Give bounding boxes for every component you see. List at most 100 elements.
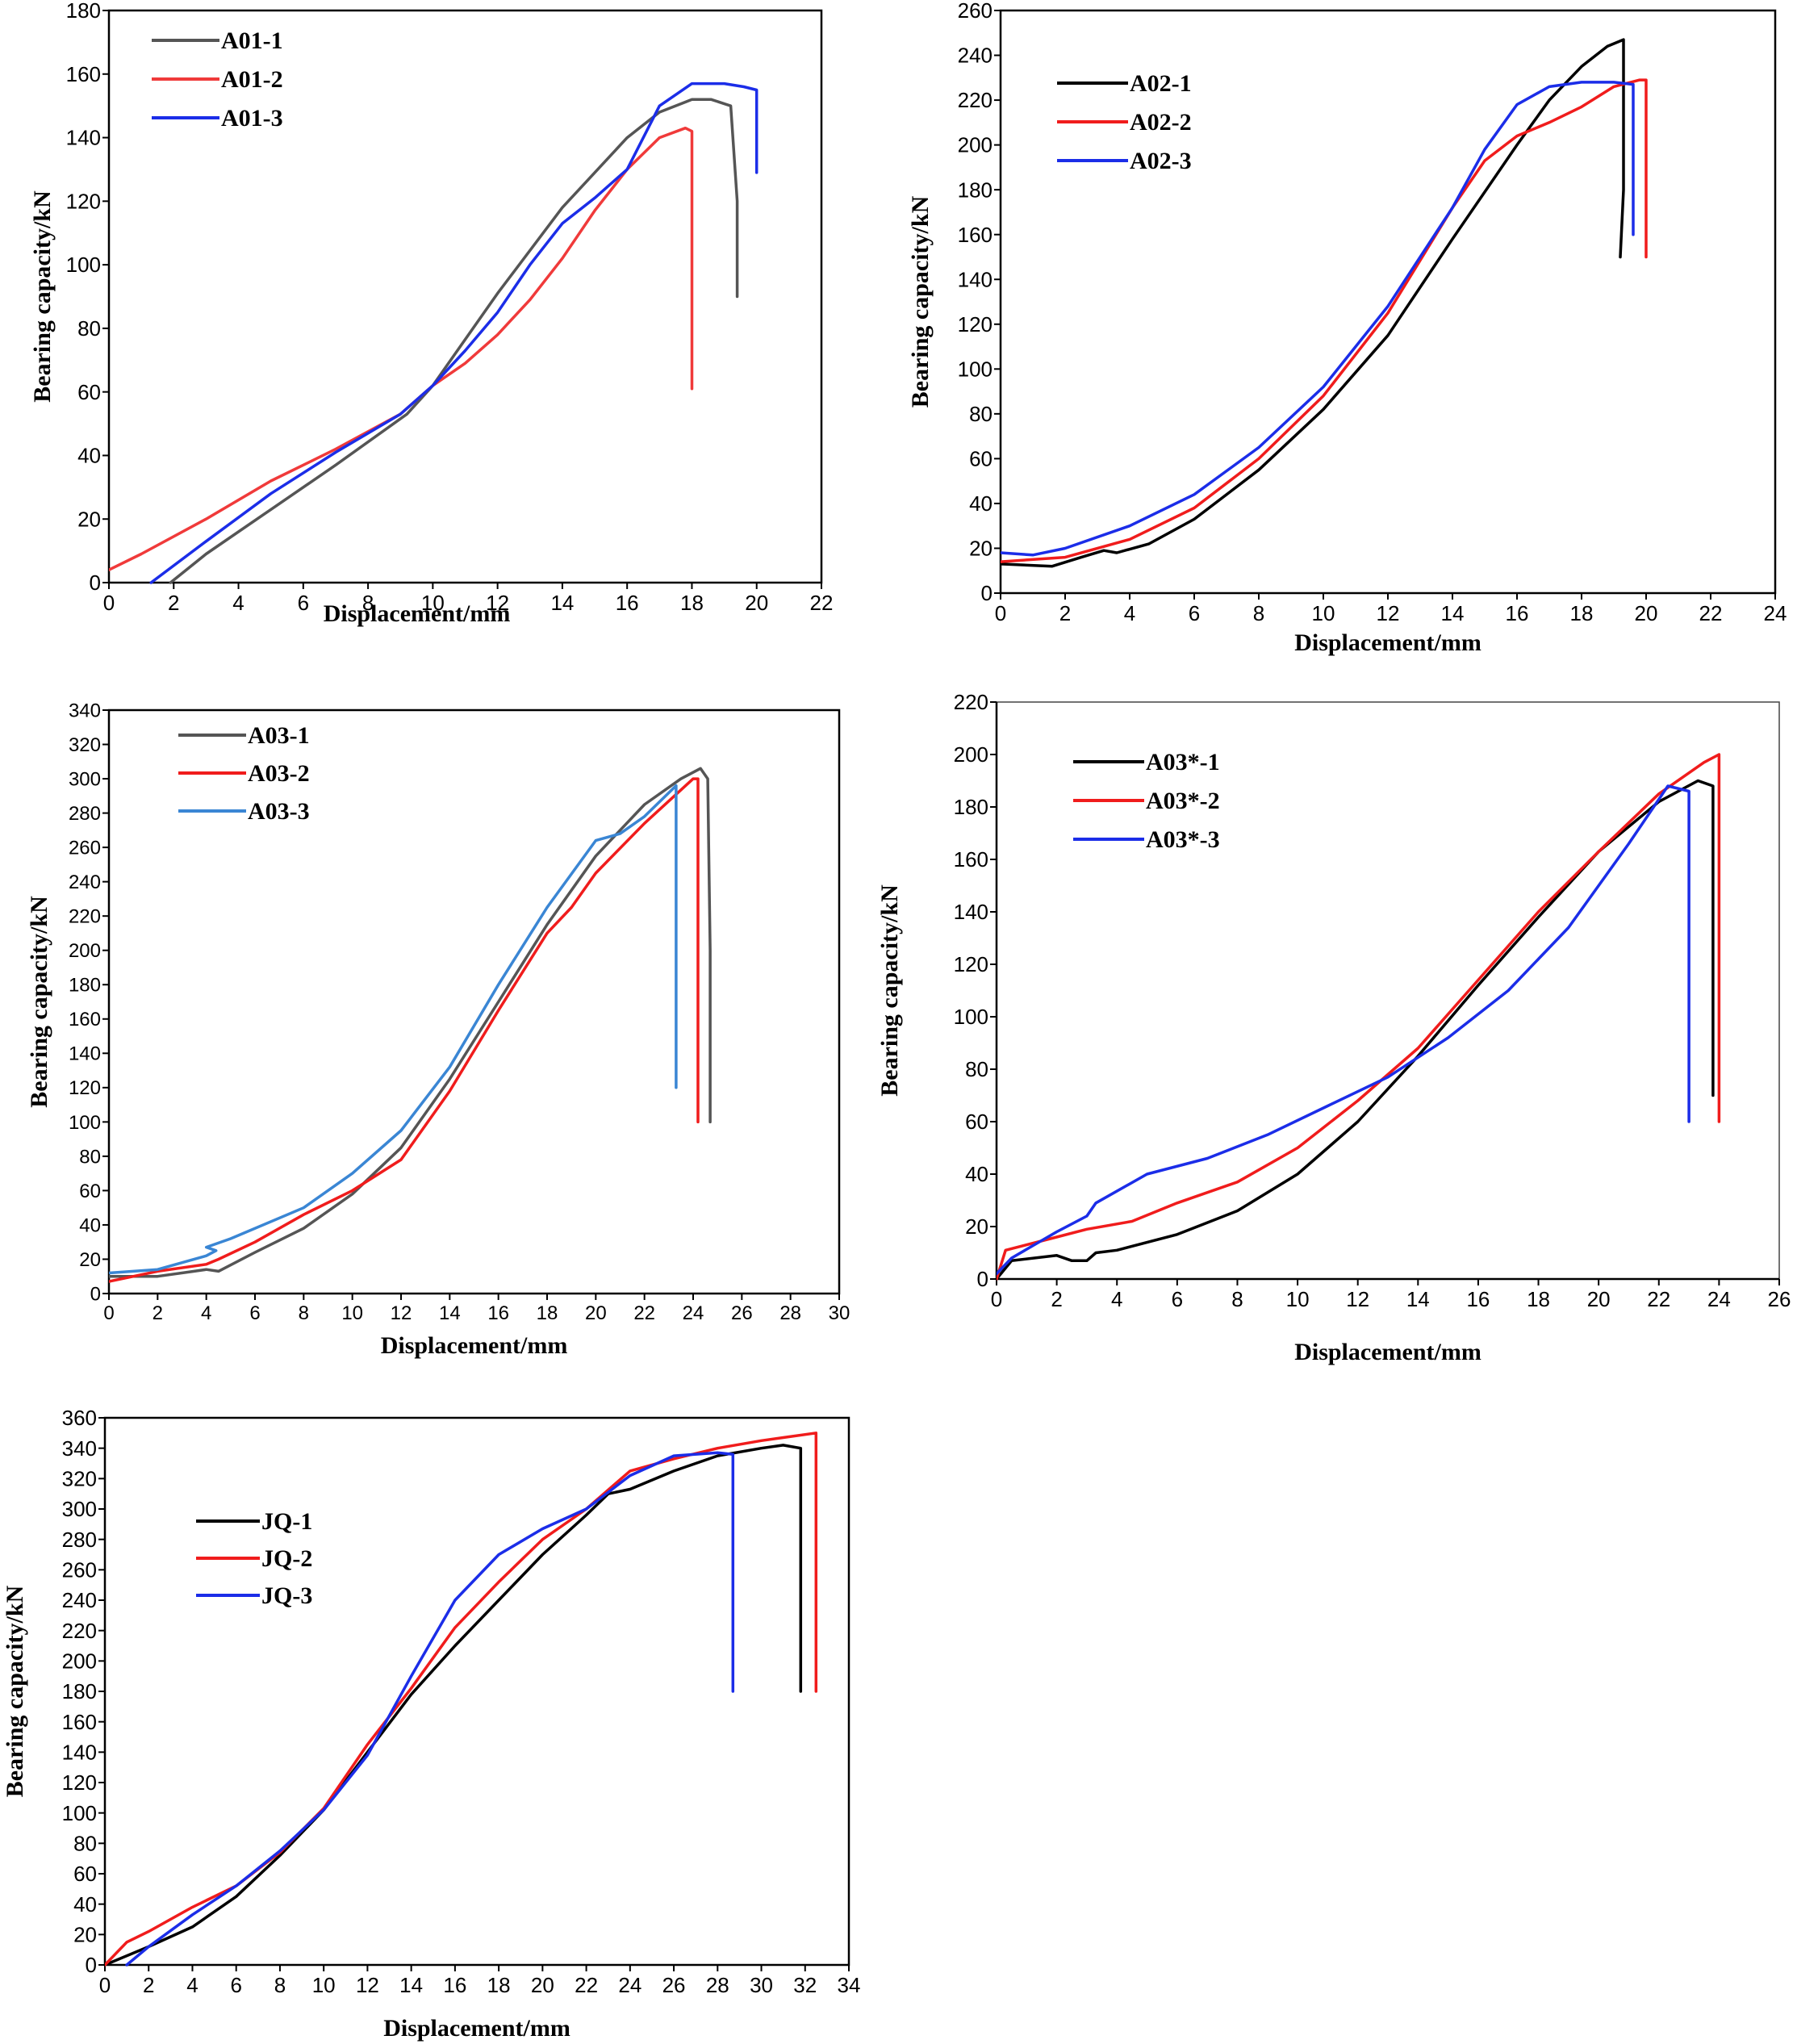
legend-label: A03*-3 (1146, 826, 1220, 853)
y-axis-title: Bearing capacity/kN (876, 884, 903, 1097)
y-tick-label: 320 (69, 734, 101, 756)
y-tick-label: 180 (66, 0, 101, 23)
x-tick-label: 2 (143, 1973, 154, 1997)
x-tick-label: 12 (391, 1302, 412, 1324)
series-line-a01-2 (109, 126, 694, 571)
x-tick-label: 24 (1764, 601, 1787, 625)
x-tick-label: 8 (362, 591, 374, 615)
series-line-jq-2 (105, 1432, 818, 1967)
series-line-a02-1 (1001, 38, 1625, 568)
y-tick-label: 280 (62, 1528, 97, 1552)
series-line-a03-2 (109, 777, 700, 1283)
x-tick-label: 8 (1253, 601, 1264, 625)
y-tick-label: 200 (69, 940, 101, 962)
y-axis-title: Bearing capacity/kN (907, 195, 934, 408)
x-tick-label: 18 (680, 591, 704, 615)
y-tick-label: 0 (90, 1283, 101, 1305)
x-tick-label: 22 (810, 591, 834, 615)
y-tick-label: 300 (69, 768, 101, 790)
y-tick-label: 80 (79, 1146, 101, 1168)
x-tick-label: 0 (103, 591, 115, 615)
y-tick-label: 200 (62, 1649, 97, 1673)
series-line-jq-1 (105, 1444, 803, 1967)
y-axis-title: Bearing capacity/kN (2, 1585, 28, 1797)
x-tick-label: 2 (168, 591, 179, 615)
y-tick-label: 60 (77, 380, 101, 404)
series-line-a01-1 (169, 98, 739, 584)
y-tick-label: 260 (958, 0, 993, 23)
x-tick-label: 26 (662, 1973, 686, 1997)
y-tick-label: 20 (77, 507, 101, 531)
x-tick-label: 12 (1346, 1287, 1369, 1311)
x-tick-label: 14 (439, 1302, 461, 1324)
y-tick-label: 260 (69, 838, 101, 859)
y-tick-label: 40 (969, 491, 993, 516)
x-tick-label: 10 (312, 1973, 336, 1997)
y-tick-label: 240 (69, 872, 101, 893)
y-axis-title: Bearing capacity/kN (26, 896, 52, 1108)
legend-label: JQ-2 (261, 1545, 312, 1572)
series-line-a03-3 (109, 784, 678, 1275)
y-tick-label: 0 (977, 1267, 988, 1291)
x-tick-label: 28 (779, 1302, 801, 1324)
x-tick-label: 2 (1059, 601, 1071, 625)
y-tick-label: 240 (958, 44, 993, 68)
y-tick-label: 100 (958, 357, 993, 381)
x-tick-label: 4 (201, 1302, 211, 1324)
x-tick-label: 20 (1587, 1287, 1611, 1311)
y-tick-label: 180 (958, 178, 993, 202)
y-tick-label: 140 (69, 1043, 101, 1065)
x-tick-label: 10 (1286, 1287, 1310, 1311)
y-axis-title: Bearing capacity/kN (29, 190, 56, 403)
plot-frame (107, 709, 841, 1295)
x-tick-label: 12 (486, 591, 509, 615)
x-tick-label: 6 (1172, 1287, 1183, 1311)
legend-label: JQ-1 (261, 1508, 312, 1535)
x-tick-label: 16 (616, 591, 639, 615)
y-tick-label: 280 (69, 803, 101, 825)
y-tick-label: 180 (954, 795, 988, 819)
x-axis-title: Displacement/mm (383, 2015, 570, 2042)
x-tick-label: 16 (487, 1302, 509, 1324)
y-tick-label: 80 (969, 402, 993, 426)
x-tick-label: 2 (153, 1302, 163, 1324)
y-tick-label: 100 (62, 1801, 97, 1825)
x-tick-label: 10 (421, 591, 445, 615)
x-tick-label: 20 (1635, 601, 1658, 625)
y-tick-label: 200 (958, 133, 993, 157)
y-tick-label: 160 (62, 1710, 97, 1734)
y-tick-label: 0 (981, 581, 993, 605)
legend-label: A02-2 (1130, 109, 1192, 136)
x-tick-label: 0 (103, 1302, 114, 1324)
series-line-a02-2 (1001, 78, 1648, 563)
y-tick-label: 140 (958, 267, 993, 291)
x-axis-title: Displacement/mm (324, 600, 511, 627)
x-tick-label: 4 (1124, 601, 1135, 625)
x-tick-label: 12 (356, 1973, 379, 1997)
x-tick-label: 8 (299, 1302, 309, 1324)
x-tick-label: 24 (618, 1973, 641, 1997)
x-tick-label: 18 (487, 1973, 511, 1997)
x-tick-label: 4 (1111, 1287, 1122, 1311)
x-tick-label: 16 (443, 1973, 466, 1997)
y-tick-label: 80 (77, 316, 101, 341)
y-tick-label: 60 (73, 1862, 97, 1886)
y-tick-label: 60 (969, 446, 993, 470)
x-tick-label: 28 (706, 1973, 729, 1997)
y-tick-label: 140 (954, 900, 988, 924)
y-tick-label: 100 (66, 253, 101, 277)
x-tick-label: 8 (274, 1973, 286, 1997)
y-tick-label: 80 (73, 1831, 97, 1855)
y-tick-label: 20 (965, 1214, 988, 1239)
legend-label: A03*-1 (1146, 749, 1220, 775)
y-tick-label: 160 (958, 223, 993, 247)
y-tick-label: 60 (79, 1181, 101, 1202)
x-tick-label: 2 (1051, 1287, 1062, 1311)
x-tick-label: 0 (99, 1973, 111, 1997)
x-tick-label: 10 (341, 1302, 363, 1324)
chart-panel-a03-star: 0 2 4 6 8 10 12 14 16 18 20 22 24 2602040608010012014… (876, 690, 1791, 1365)
y-tick-label: 120 (66, 189, 101, 213)
x-tick-label: 18 (1570, 601, 1594, 625)
y-tick-label: 220 (958, 88, 993, 112)
y-tick-label: 160 (954, 847, 988, 872)
